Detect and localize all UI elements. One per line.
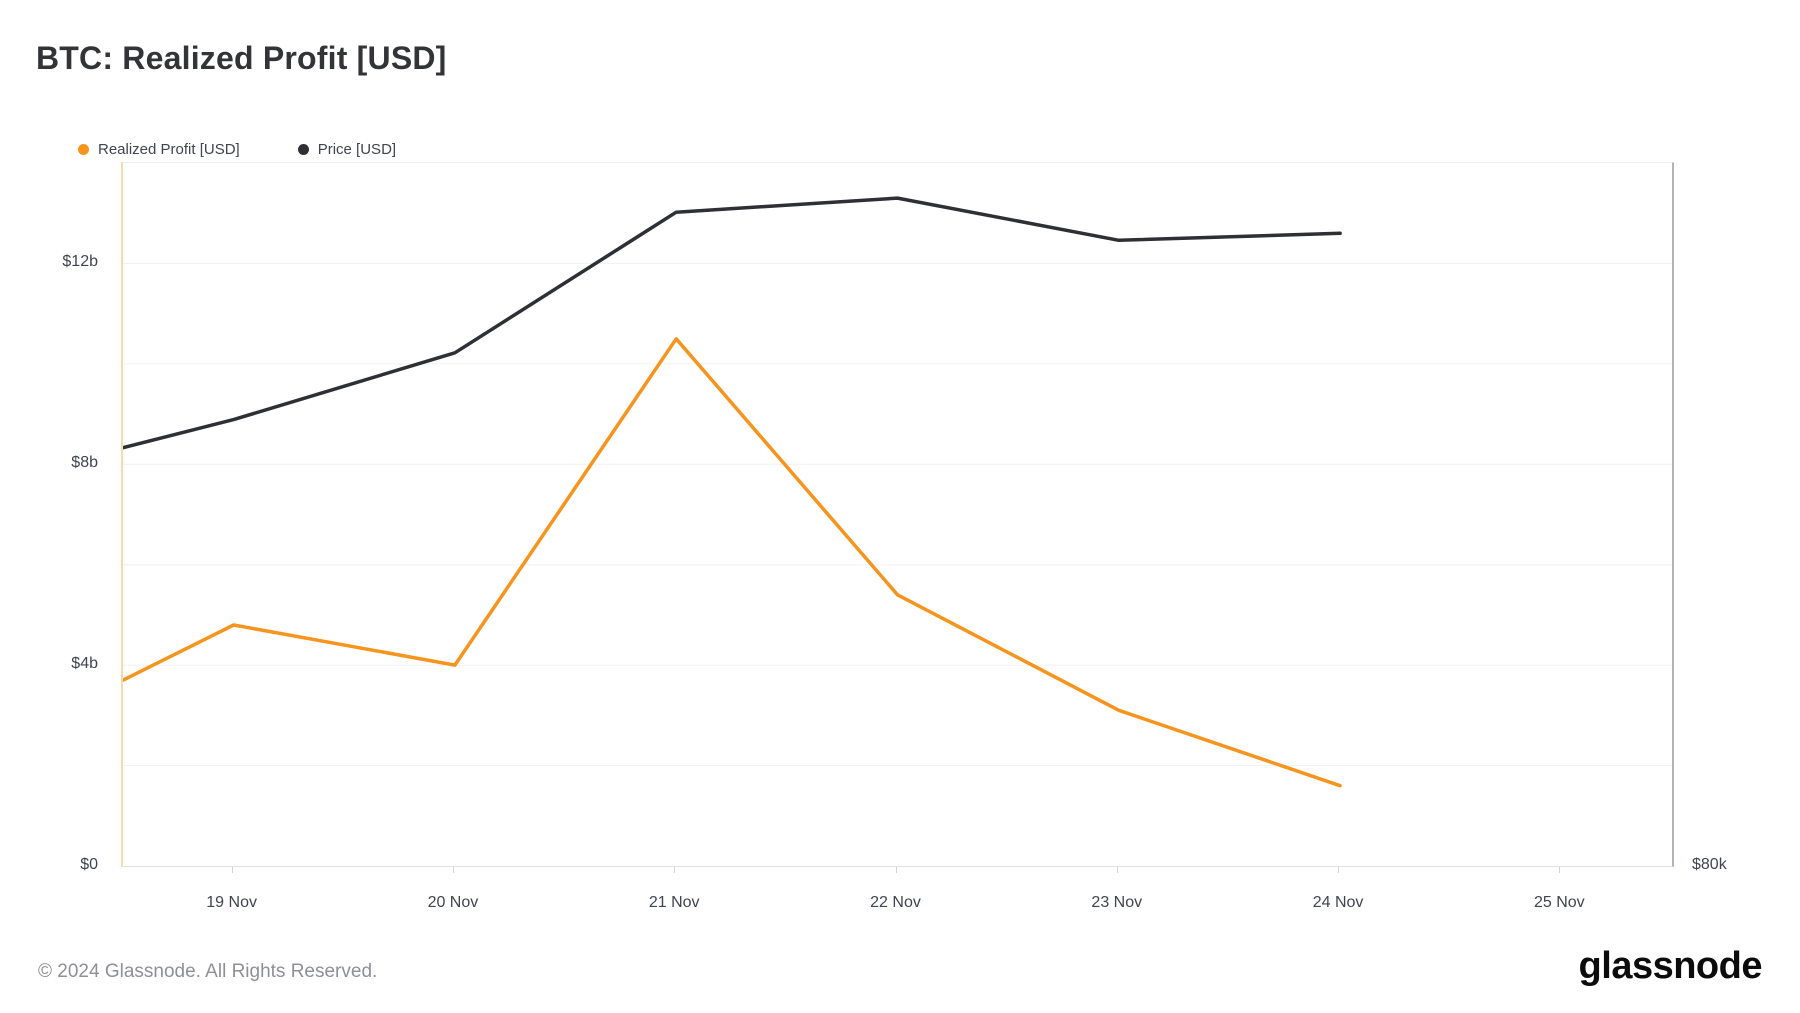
x-axis-tick-mark bbox=[1338, 867, 1340, 873]
x-axis-tick-label: 23 Nov bbox=[1091, 894, 1143, 911]
chart-plot-area[interactable] bbox=[121, 162, 1674, 867]
x-axis-tick-mark bbox=[1559, 867, 1561, 873]
x-axis-tick-mark bbox=[452, 867, 454, 873]
y-axis-tick-label: $8b bbox=[71, 454, 98, 472]
glassnode-logo: glassnode bbox=[1578, 945, 1763, 987]
realized-profit-line bbox=[123, 337, 1342, 788]
legend-item-label: Realized Profit [USD] bbox=[98, 141, 240, 158]
legend-item-realized-profit[interactable]: Realized Profit [USD] bbox=[78, 141, 240, 158]
y-axis-tick-label: $12b bbox=[62, 253, 98, 271]
x-axis-tick-mark bbox=[1116, 867, 1118, 873]
x-axis-tick-label: 24 Nov bbox=[1312, 894, 1364, 911]
chart-canvas bbox=[123, 196, 1672, 788]
x-axis-tick-label: 20 Nov bbox=[427, 894, 479, 911]
y-axis-tick-label: $4b bbox=[71, 655, 98, 673]
x-axis-tick-label: 25 Nov bbox=[1533, 894, 1585, 911]
x-axis-tick-label: 22 Nov bbox=[870, 894, 921, 911]
x-axis-tick-label: 21 Nov bbox=[648, 894, 700, 911]
x-axis-tick-mark bbox=[231, 867, 233, 873]
realized-profit-dot-icon bbox=[78, 144, 89, 155]
x-axis-tick-mark bbox=[895, 867, 897, 873]
y-axis-tick-label: $0 bbox=[80, 856, 98, 873]
footer-copyright: © 2024 Glassnode. All Rights Reserved. bbox=[38, 961, 378, 982]
page-title: BTC: Realized Profit [USD] bbox=[36, 40, 447, 76]
x-axis-tick-label: 19 Nov bbox=[206, 894, 257, 911]
right-axis-tick-label: $80k bbox=[1692, 856, 1727, 873]
x-axis-tick-mark bbox=[674, 867, 676, 873]
price-line bbox=[123, 196, 1342, 450]
legend-item-label: Price [USD] bbox=[317, 141, 397, 158]
legend-item-price[interactable]: Price [USD] bbox=[297, 141, 397, 158]
price-dot-icon bbox=[297, 144, 309, 155]
chart-legend: Realized Profit [USD] Price [USD] bbox=[78, 141, 396, 158]
